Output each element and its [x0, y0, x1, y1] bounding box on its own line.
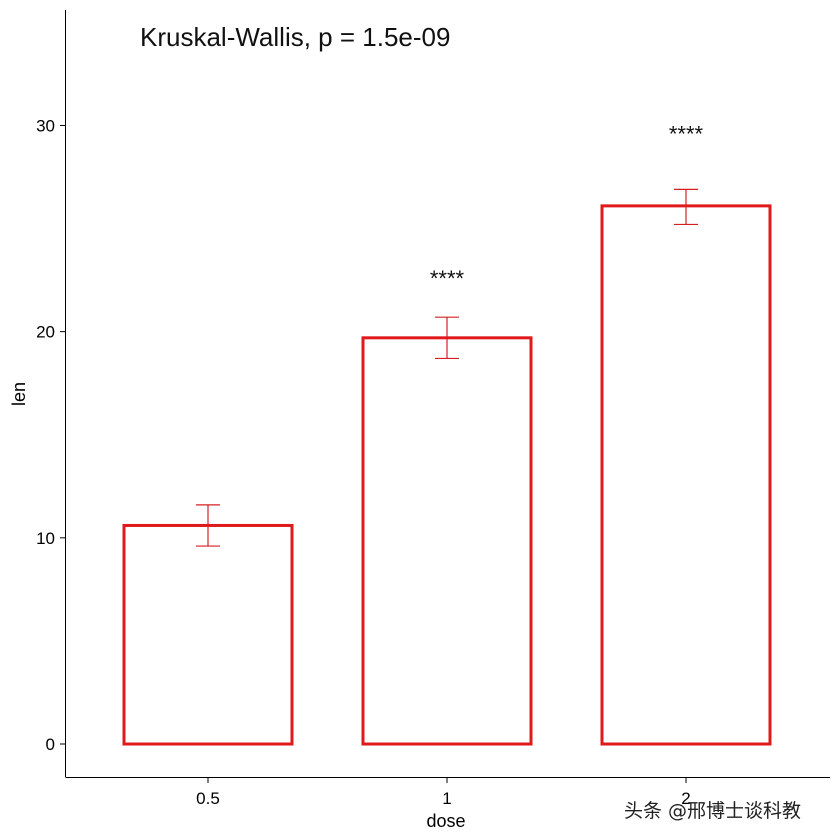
error-bar — [196, 504, 220, 547]
watermark: 头条 @邢博士谈科教 — [624, 800, 801, 822]
significance-layer: **** **** — [430, 122, 704, 291]
bar — [122, 523, 294, 746]
x-tick-label: 1 — [442, 789, 451, 808]
y-tick-label: 20 — [36, 323, 55, 342]
tick-layer: 0 10 20 30 0.5 1 2 — [36, 116, 691, 808]
axes — [65, 10, 830, 778]
y-axis-title: len — [9, 382, 29, 406]
bar — [600, 204, 772, 746]
test-annotation: Kruskal-Wallis, p = 1.5e-09 — [140, 22, 450, 52]
bar — [361, 336, 533, 746]
error-bar-layer — [196, 188, 698, 547]
error-bar — [435, 316, 459, 360]
y-tick-label: 10 — [36, 529, 55, 548]
error-bar — [674, 188, 698, 226]
x-tick-label: 2 — [681, 789, 690, 808]
y-tick-label: 30 — [36, 116, 55, 135]
significance-label: **** — [669, 122, 704, 147]
y-tick-label: 0 — [46, 735, 55, 754]
x-axis-title: dose — [426, 811, 465, 831]
x-tick-label: 0.5 — [196, 789, 220, 808]
significance-label: **** — [430, 266, 465, 291]
